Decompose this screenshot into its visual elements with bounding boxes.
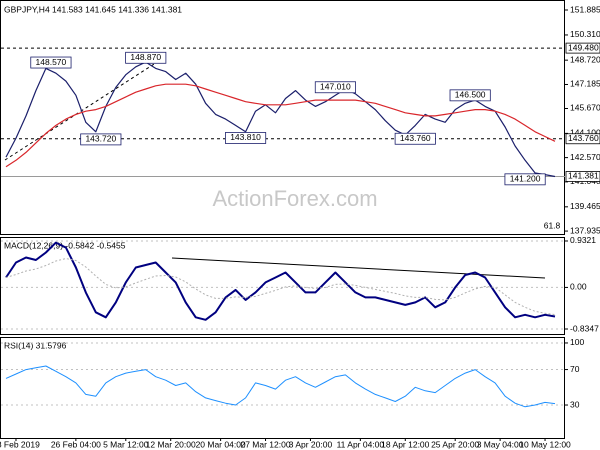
panel-title: RSI(14) 31.5796	[4, 340, 67, 350]
y-tick-label: 0.00	[570, 282, 587, 292]
x-tick-label: 12 Mar 20:00	[146, 439, 196, 449]
x-tick-label: 11 Apr 04:00	[337, 439, 385, 449]
level-box	[565, 42, 600, 54]
y-tick-label: 139.465	[570, 201, 600, 211]
level-label: 141.381	[568, 171, 599, 181]
annotation-box	[449, 89, 491, 102]
panel-title: MACD(12,26,9) -0.5842 -0.5455	[4, 240, 126, 250]
annotation-label: 147.010	[320, 82, 351, 92]
x-tick-label: 26 Feb 04:00	[51, 439, 101, 449]
series-line	[5, 241, 556, 321]
annotation-box	[30, 56, 72, 69]
x-tick-label: 3 May 04:00	[477, 439, 524, 449]
level-box	[565, 133, 600, 145]
x-tick-label: 18 Feb 2019	[0, 439, 40, 449]
panel-title: GBPJPY,H4 141.583 141.645 141.336 141.38…	[4, 4, 182, 14]
x-tick-label: 27 Mar 12:00	[240, 439, 290, 449]
annotation-label: 143.760	[400, 133, 431, 143]
y-tick-label: -0.8347	[570, 323, 599, 333]
x-tick-label: 10 May 12:00	[519, 439, 571, 449]
y-tick-label: 142.570	[570, 152, 600, 162]
annotation-label: 148.570	[36, 57, 67, 67]
y-tick-label: 30	[570, 399, 580, 409]
x-tick-label: 5 Mar 12:00	[103, 439, 149, 449]
level-label: 143.760	[568, 133, 599, 143]
annotation-box	[125, 51, 167, 64]
macd-trend-line	[171, 257, 546, 279]
y-tick-label: 150.310	[570, 29, 600, 39]
y-tick-label: 137.935	[570, 225, 600, 235]
price-panel-frame	[0, 0, 565, 235]
x-tick-label: 25 Apr 20:00	[431, 439, 479, 449]
rsi-panel-frame	[0, 337, 565, 439]
y-tick-label: 147.185	[570, 79, 600, 89]
x-tick-label: 3 Apr 20:00	[289, 439, 333, 449]
x-tick-label: 20 Mar 04:00	[196, 439, 246, 449]
level-label: 149.480	[568, 42, 599, 52]
macd-panel-frame	[0, 237, 565, 335]
y-tick-label: 100	[570, 337, 584, 347]
series-line	[5, 61, 556, 178]
annotation-label: 143.720	[85, 134, 116, 144]
level-box	[565, 171, 600, 182]
y-tick-label: 148.720	[570, 54, 600, 64]
series-line	[5, 83, 556, 168]
annotation-box	[314, 81, 356, 94]
annotation-box	[394, 132, 436, 145]
annotation-label: 146.500	[455, 90, 486, 100]
annotation-label: 148.870	[130, 52, 161, 62]
x-tick-label: 18 Apr 12:00	[381, 439, 429, 449]
annotation-box	[225, 132, 267, 144]
y-tick-label: 145.670	[570, 103, 600, 113]
fib-label: 61.8	[544, 220, 561, 230]
annotation-box	[80, 133, 122, 146]
y-tick-label: 151.885	[570, 4, 600, 14]
series-line	[5, 258, 556, 316]
annotation-label: 141.200	[510, 174, 541, 184]
series-line	[5, 365, 556, 408]
annotation-label: 143.810	[230, 132, 261, 142]
watermark: ActionForex.com	[212, 186, 377, 211]
y-tick-label: 0.9321	[570, 235, 596, 245]
y-tick-label: 144.100	[570, 128, 600, 138]
annotation-box	[504, 173, 546, 186]
y-tick-label: 70	[570, 364, 580, 374]
trend-line	[4, 56, 166, 161]
